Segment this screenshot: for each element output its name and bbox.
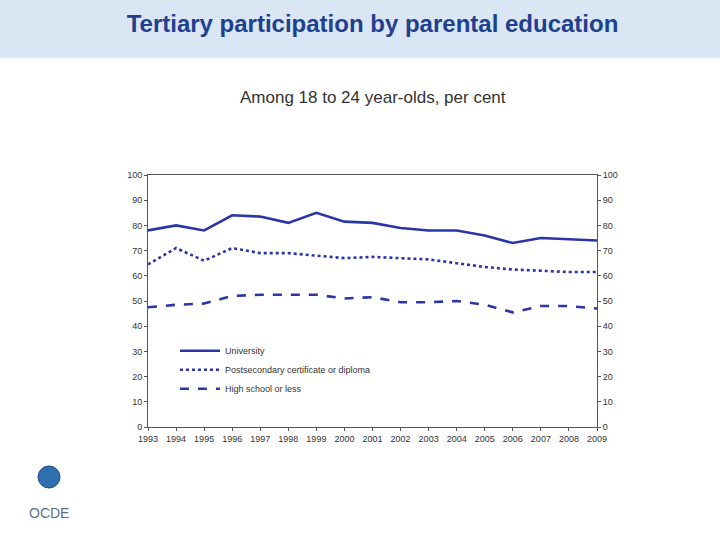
svg-text:40: 40 — [132, 321, 142, 331]
svg-text:0: 0 — [137, 422, 142, 432]
svg-text:2009: 2009 — [587, 434, 607, 444]
svg-text:High school or less: High school or less — [225, 384, 302, 394]
svg-text:University: University — [225, 346, 265, 356]
svg-text:2001: 2001 — [362, 434, 382, 444]
svg-text:60: 60 — [132, 271, 142, 281]
svg-text:30: 30 — [132, 347, 142, 357]
svg-text:40: 40 — [603, 321, 613, 331]
svg-text:60: 60 — [603, 271, 613, 281]
svg-text:100: 100 — [127, 170, 142, 180]
svg-text:50: 50 — [132, 296, 142, 306]
svg-text:2004: 2004 — [447, 434, 467, 444]
svg-text:2000: 2000 — [334, 434, 354, 444]
svg-text:Tertiary participation by pare: Tertiary participation by parental educa… — [127, 10, 619, 37]
svg-text:80: 80 — [132, 221, 142, 231]
svg-text:100: 100 — [603, 170, 618, 180]
svg-text:90: 90 — [603, 195, 613, 205]
svg-text:20: 20 — [603, 372, 613, 382]
svg-text:Postsecondary certificate or d: Postsecondary certificate or diploma — [225, 365, 370, 375]
svg-text:OCDE: OCDE — [29, 505, 69, 521]
svg-text:1995: 1995 — [194, 434, 214, 444]
svg-text:80: 80 — [603, 221, 613, 231]
svg-text:1999: 1999 — [306, 434, 326, 444]
svg-text:1996: 1996 — [222, 434, 242, 444]
svg-text:1997: 1997 — [250, 434, 270, 444]
svg-text:1998: 1998 — [278, 434, 298, 444]
svg-text:20: 20 — [132, 372, 142, 382]
svg-text:1994: 1994 — [166, 434, 186, 444]
svg-text:50: 50 — [603, 296, 613, 306]
svg-text:90: 90 — [132, 195, 142, 205]
svg-text:2006: 2006 — [503, 434, 523, 444]
svg-text:30: 30 — [603, 347, 613, 357]
svg-text:70: 70 — [132, 246, 142, 256]
svg-text:10: 10 — [603, 397, 613, 407]
svg-text:2007: 2007 — [531, 434, 551, 444]
svg-text:0: 0 — [603, 422, 608, 432]
svg-text:Among 18 to 24 year-olds, per: Among 18 to 24 year-olds, per cent — [240, 88, 506, 107]
svg-text:70: 70 — [603, 246, 613, 256]
svg-text:1993: 1993 — [138, 434, 158, 444]
svg-text:2003: 2003 — [419, 434, 439, 444]
svg-text:10: 10 — [132, 397, 142, 407]
svg-text:2008: 2008 — [559, 434, 579, 444]
svg-text:2005: 2005 — [475, 434, 495, 444]
svg-text:2002: 2002 — [391, 434, 411, 444]
